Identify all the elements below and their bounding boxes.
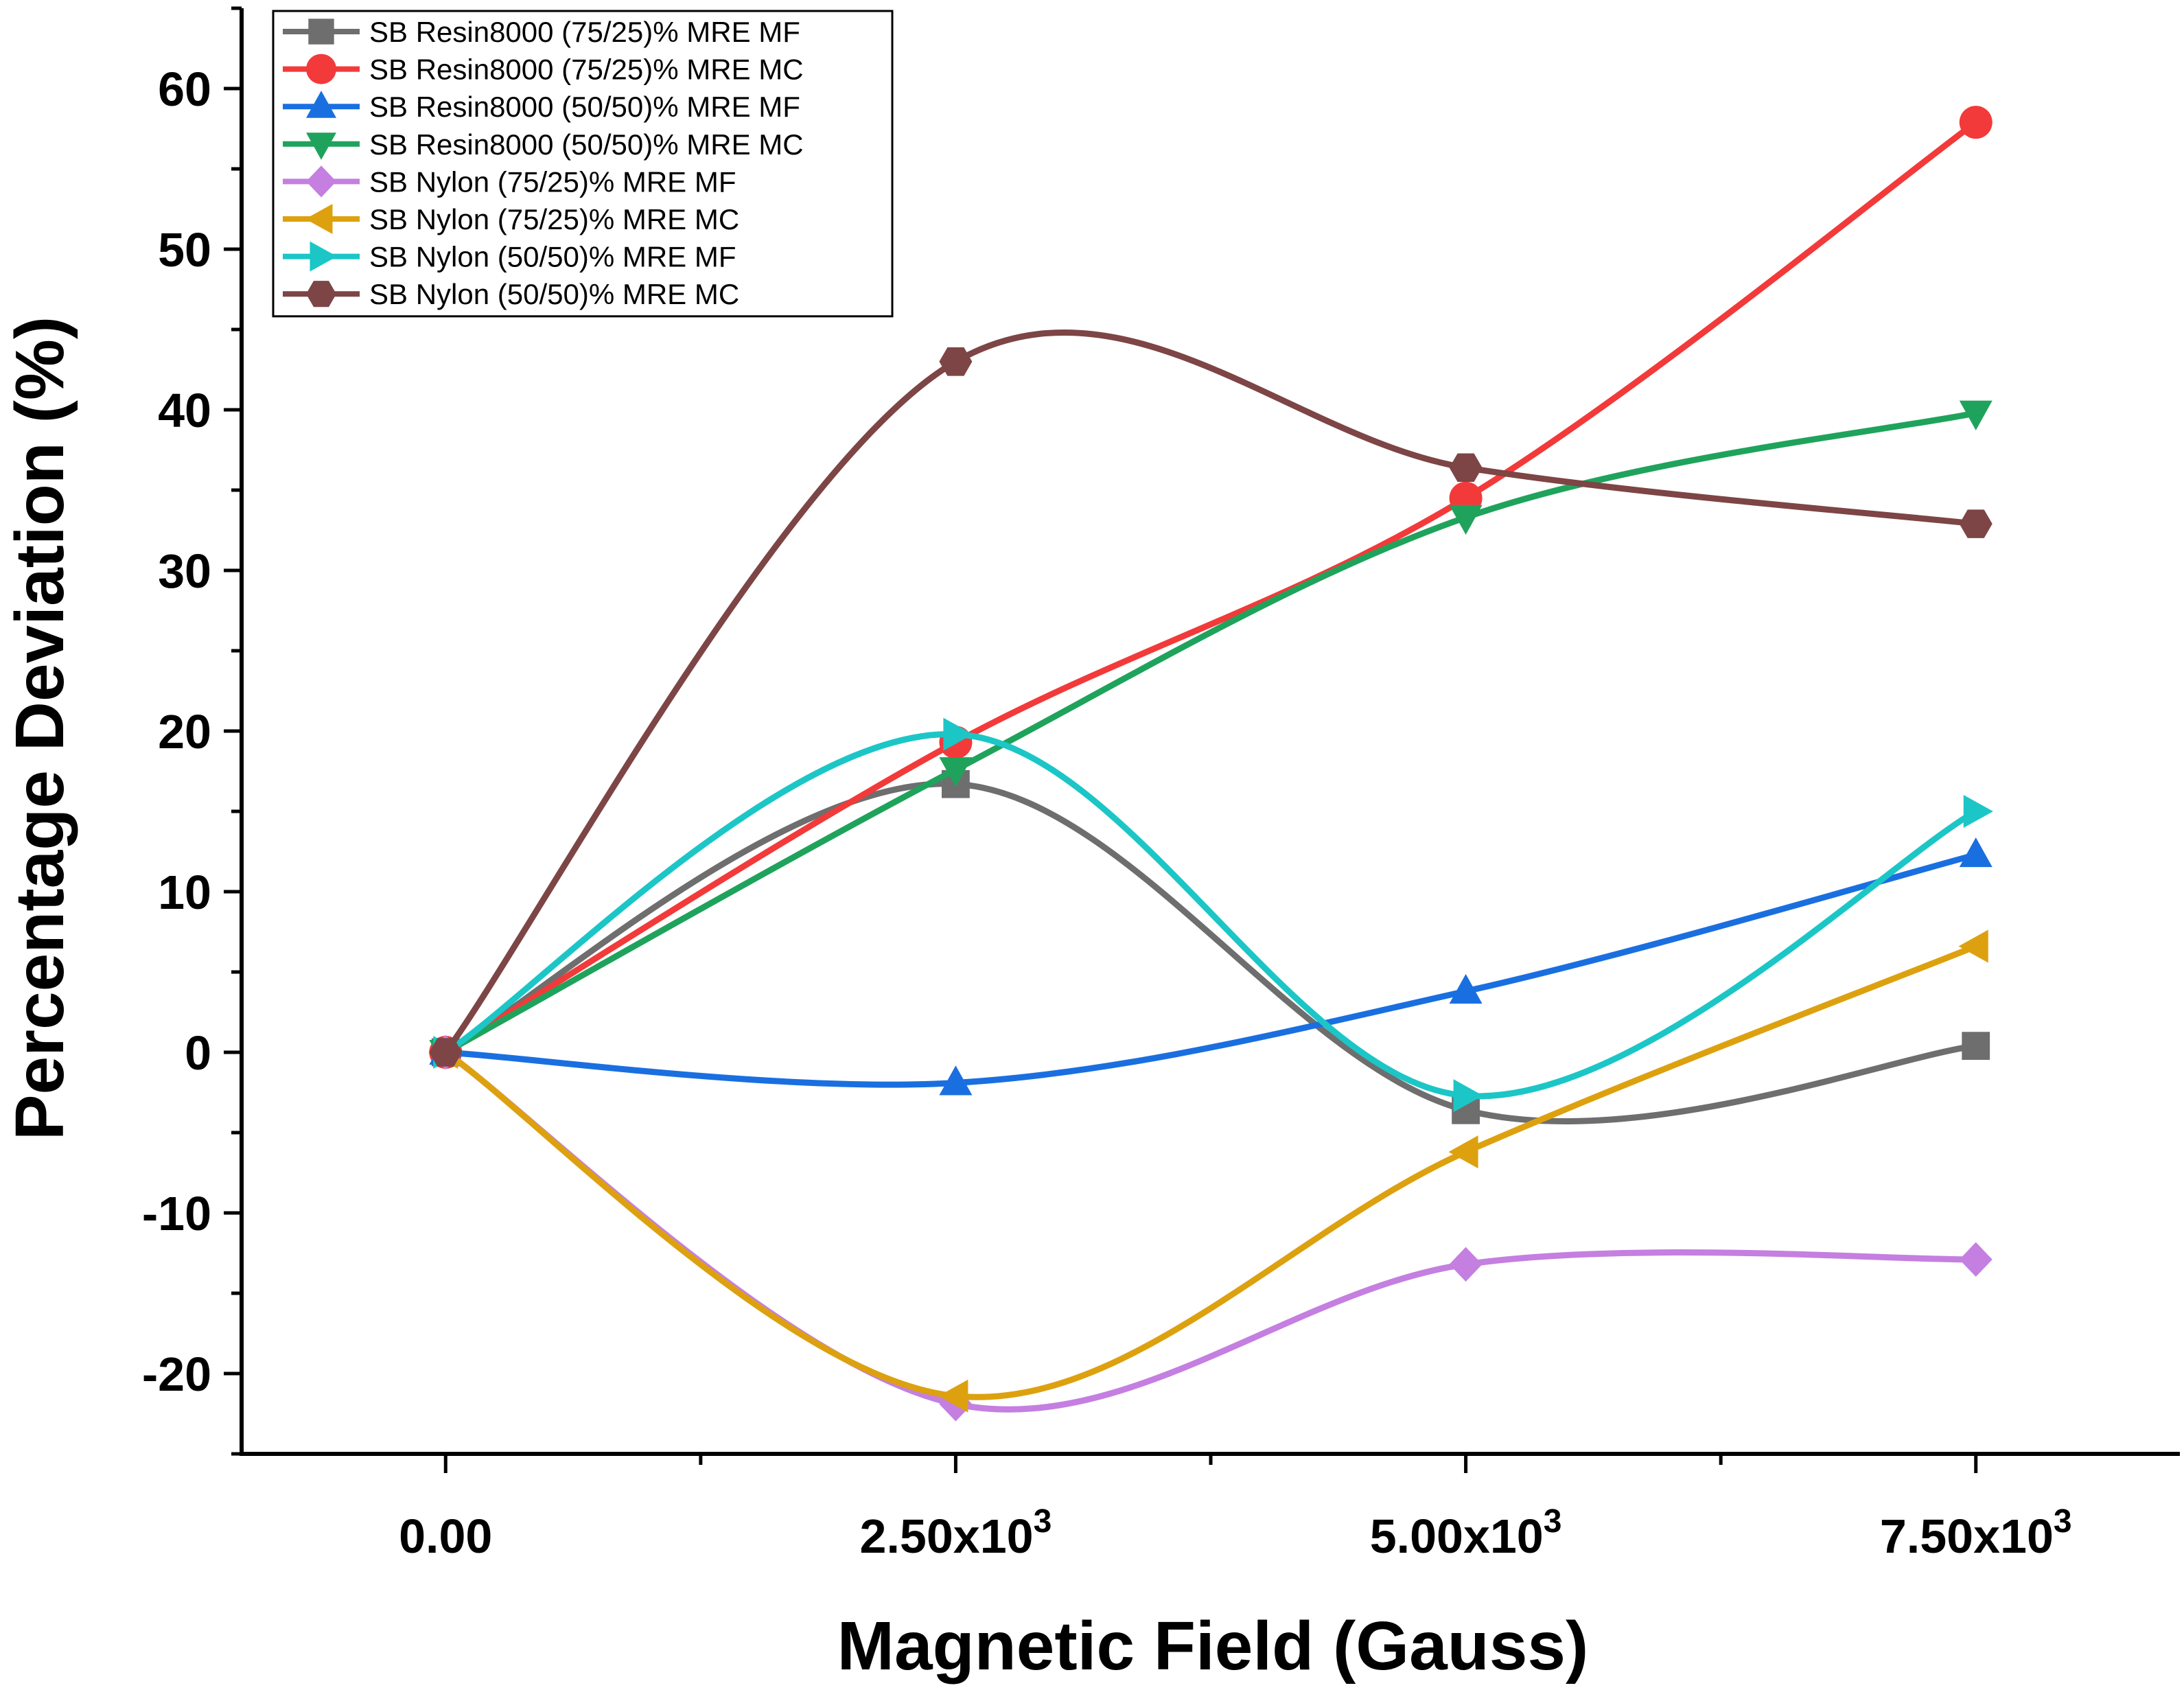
legend-item: SB Resin8000 (75/25)% MRE MF (283, 16, 800, 48)
series-line (442, 119, 1979, 1056)
series-line (442, 731, 1979, 1100)
x-tick-label: 7.50x103 (1880, 1503, 2072, 1563)
data-point (1959, 837, 1993, 868)
legend-label: SB Resin8000 (75/25)% MRE MC (369, 54, 804, 86)
y-tick-label: 40 (158, 384, 211, 437)
series-line (442, 780, 1979, 1125)
legend-marker (306, 281, 336, 308)
data-point (1963, 795, 1993, 828)
data-point (1453, 1079, 1483, 1113)
series-line (442, 329, 1979, 1056)
y-tick-label: -20 (142, 1347, 211, 1401)
data-point (1449, 973, 1483, 1004)
legend-marker (306, 165, 336, 198)
legend-label: SB Nylon (50/50)% MRE MF (369, 241, 736, 273)
series-line (442, 851, 1979, 1088)
data-point (939, 1065, 973, 1096)
data-point (1959, 509, 1993, 538)
data-point (1449, 1247, 1483, 1282)
y-tick-label: 60 (158, 62, 211, 116)
legend-item: SB Nylon (75/25)% MRE MC (283, 203, 739, 235)
legend-label: SB Resin8000 (75/25)% MRE MF (369, 16, 800, 48)
data-point (938, 1379, 968, 1413)
legend-label: SB Nylon (75/25)% MRE MC (369, 203, 739, 235)
legend-marker (306, 91, 336, 118)
y-tick-label: -10 (142, 1187, 211, 1240)
legend-label: SB Nylon (75/25)% MRE MF (369, 165, 736, 198)
legend-label: SB Resin8000 (50/50)% MRE MC (369, 128, 804, 161)
series-line (442, 410, 1979, 1056)
series-line (442, 1049, 1979, 1413)
legend-item: SB Nylon (50/50)% MRE MF (283, 241, 736, 273)
legend-marker (306, 54, 336, 84)
data-point (1959, 400, 1993, 430)
x-axis-title: Magnetic Field (Gauss) (837, 1608, 1589, 1685)
series-5 (429, 1034, 1993, 1422)
legend-box (272, 10, 894, 318)
data-point (943, 717, 973, 751)
y-tick-label: 20 (158, 705, 211, 759)
data-point (429, 1038, 463, 1067)
data-point (939, 757, 973, 787)
data-point (1959, 1242, 1993, 1277)
legend-label: SB Resin8000 (50/50)% MRE MF (369, 91, 800, 123)
data-point (1959, 106, 1993, 139)
x-tick-label: 0.00 (399, 1509, 492, 1563)
axes: -20 -10 0 10 20 30 40 50 60 0.00 2.50x103 5.00x103 7… (142, 6, 2180, 1563)
legend-marker (306, 132, 336, 160)
data-point (1962, 1032, 1990, 1061)
data-point (939, 347, 973, 376)
x-tick-label: 5.00x103 (1370, 1503, 1562, 1563)
y-tick-label: 10 (158, 866, 211, 919)
legend-item: SB Resin8000 (50/50)% MRE MF (283, 91, 800, 123)
legend-item: SB Nylon (50/50)% MRE MC (283, 278, 739, 310)
series-layer (428, 106, 1993, 1422)
data-point (1449, 505, 1483, 535)
data-point (1448, 1135, 1478, 1169)
legend-marker (310, 241, 338, 272)
legend-marker (305, 204, 333, 234)
series-line (442, 943, 1979, 1400)
legend-item: SB Resin8000 (50/50)% MRE MC (283, 128, 804, 161)
legend-item: SB Nylon (75/25)% MRE MF (283, 165, 736, 198)
legend-marker (308, 19, 334, 45)
data-point (1449, 453, 1483, 483)
y-tick-label: 30 (158, 544, 211, 598)
y-tick-label: 50 (158, 223, 211, 277)
x-tick-label: 2.50x103 (860, 1503, 1052, 1563)
legend-item: SB Resin8000 (75/25)% MRE MC (283, 54, 804, 86)
series-8 (429, 329, 1993, 1067)
data-point (1958, 929, 1988, 963)
y-axis-title: Percentage Deviation (%) (1, 316, 78, 1140)
legend: SB Resin8000 (75/25)% MRE MF SB Resin8000… (272, 10, 894, 318)
y-tick-label: 0 (185, 1026, 211, 1080)
series-6 (428, 929, 1988, 1413)
legend-label: SB Nylon (50/50)% MRE MC (369, 278, 739, 310)
